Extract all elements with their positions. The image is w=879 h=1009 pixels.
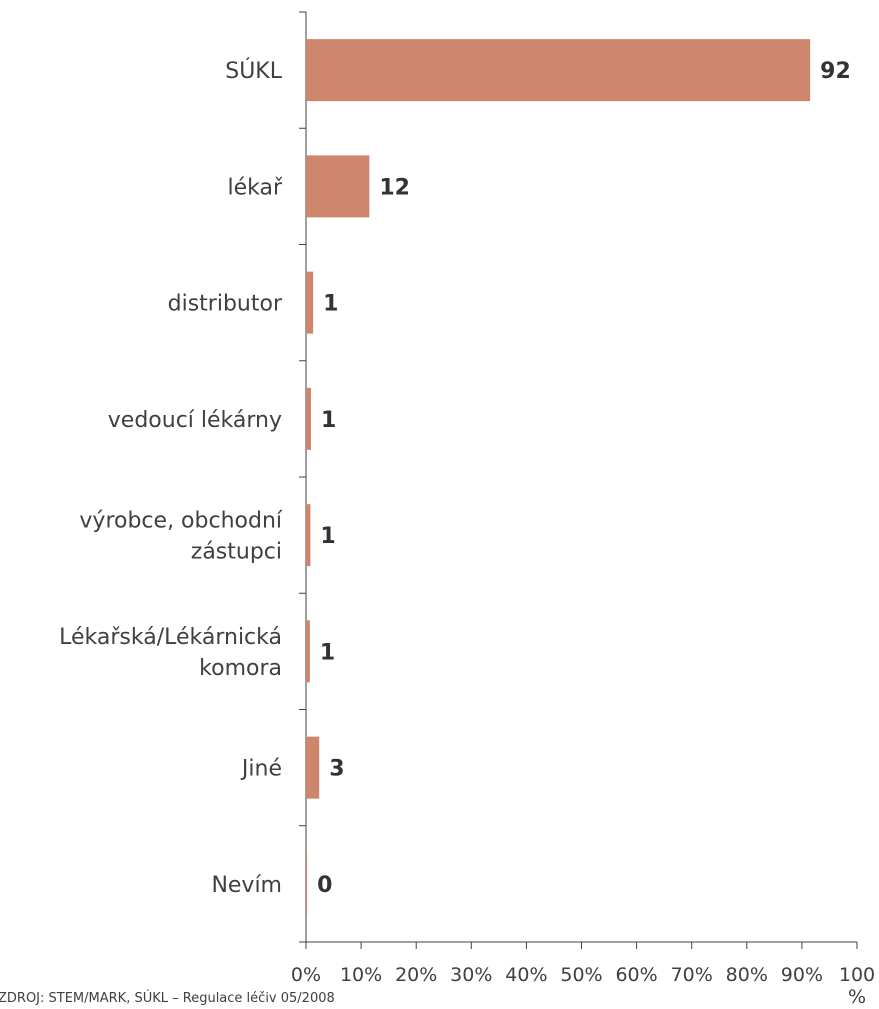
bar: [306, 736, 320, 799]
category-label: distributor: [168, 292, 283, 317]
value-label: 1: [323, 292, 338, 317]
x-tick-label-suffix: %: [848, 986, 866, 1005]
bar: [306, 155, 370, 218]
category-label: komora: [199, 656, 282, 681]
category-label: zástupci: [191, 540, 282, 565]
x-tick-label: 50%: [560, 964, 602, 986]
category-label: výrobce, obchodní: [79, 509, 282, 534]
bar: [306, 620, 310, 683]
bar: [306, 387, 311, 450]
value-label: 3: [329, 757, 344, 782]
value-label: 92: [820, 59, 851, 84]
x-tick-label: 100: [839, 964, 875, 986]
category-label: Lékařská/Lékárnická: [59, 625, 282, 650]
value-label: 1: [320, 524, 335, 549]
category-label: SÚKL: [225, 58, 282, 84]
bar: [306, 504, 311, 567]
bar: [306, 852, 308, 915]
x-tick-label: 40%: [505, 964, 547, 986]
value-label: 1: [321, 408, 336, 433]
bar: [306, 271, 314, 334]
x-tick-label: 60%: [615, 964, 657, 986]
source-note: ZDROJ: STEM/MARK, SÚKL – Regulace léčiv …: [0, 990, 335, 1005]
y-axis-ticks: [299, 11, 306, 943]
value-label: 0: [317, 873, 332, 898]
x-tick-label: 80%: [726, 964, 768, 986]
category-label: lékař: [227, 175, 282, 200]
category-label: vedoucí lékárny: [108, 408, 282, 433]
x-tick-label: 0%: [291, 964, 321, 986]
x-tick-label: 90%: [781, 964, 823, 986]
x-tick-label: 70%: [671, 964, 713, 986]
x-tick-labels: 0% 10% 20% 30% 40% 50% 60% 70% 80% 90% 100%: [291, 964, 875, 1008]
value-labels: 92 12 1 1 1 1 3 0: [317, 59, 851, 898]
category-labels: SÚKL lékař distributor vedoucí lékárny výrob…: [59, 58, 283, 898]
category-label: Nevím: [211, 873, 282, 898]
value-label: 1: [320, 640, 335, 665]
x-tick-label: 30%: [450, 964, 492, 986]
category-label: Jiné: [240, 757, 282, 782]
x-tick-label: 20%: [395, 964, 437, 986]
x-tick-label: 10%: [340, 964, 382, 986]
bars-group: [306, 39, 811, 915]
x-axis-ticks: [305, 942, 858, 949]
value-label: 12: [379, 175, 410, 200]
bar: [306, 39, 811, 102]
